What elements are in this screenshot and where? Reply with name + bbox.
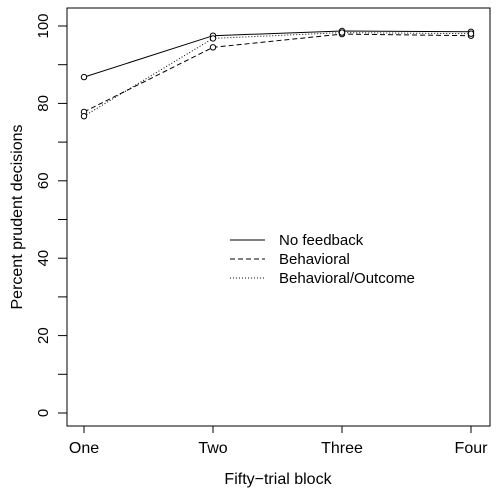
y-tick-label: 80 [35,95,52,112]
data-point [338,29,346,36]
data-point [467,30,475,37]
axes: 0 20 40 60 80 100 One Two Three Four [35,13,488,457]
y-axis-label: Percent prudent decisions [9,125,26,310]
y-tick-label: 20 [35,327,52,344]
series-line-0 [83,30,472,78]
legend-label: No feedback [279,232,364,249]
x-axis-label: Fifty−trial block [224,471,332,488]
data-point [80,73,88,81]
legend-label: Behavioral [279,251,350,268]
legend: No feedback Behavioral Behavioral/Outcome [230,232,415,287]
data-point [209,35,217,42]
x-tick-label: Three [321,440,363,457]
y-tick-label: 40 [35,250,52,267]
y-tick-label: 100 [35,13,52,38]
x-tick-label: Four [455,440,489,457]
series-line-1 [83,33,472,113]
data-point [80,113,88,120]
x-tick-label: One [69,440,99,457]
series-lines [80,27,475,120]
y-tick-label: 0 [35,409,52,417]
legend-label: Behavioral/Outcome [279,270,415,287]
series-line-2 [83,32,472,117]
data-point [209,44,217,51]
plot-frame [66,7,491,427]
x-tick-label: Two [198,440,227,457]
y-tick-label: 60 [35,172,52,189]
